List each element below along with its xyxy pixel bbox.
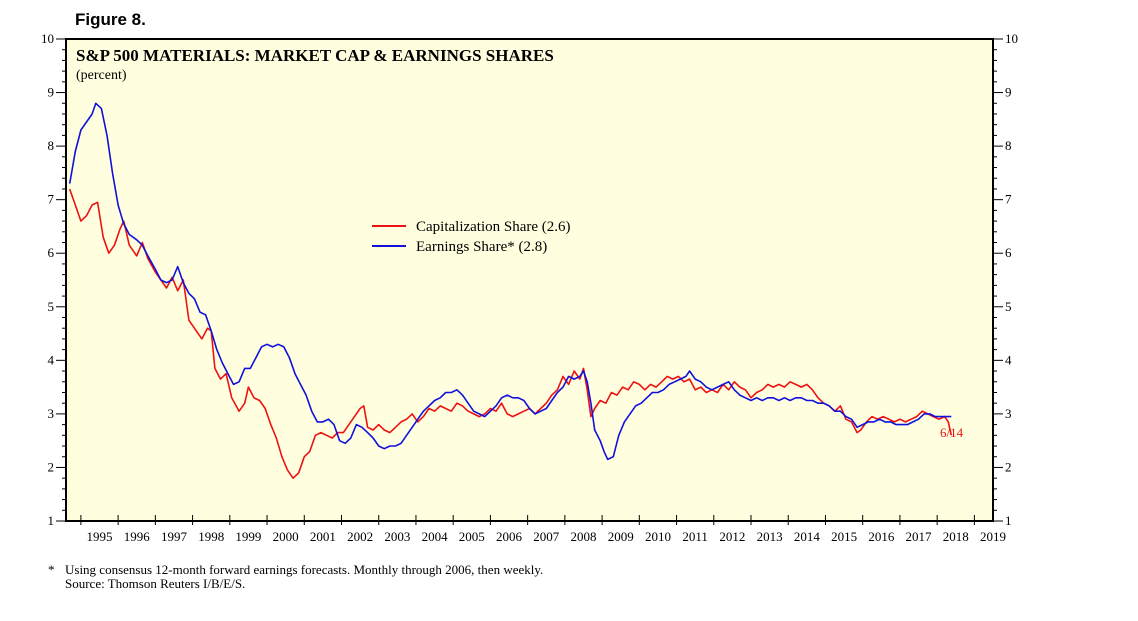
x-tick-label: 1999 <box>235 529 261 544</box>
x-tick-label: 1997 <box>161 529 188 544</box>
y-axis-left: 1 2 3 4 5 6 7 8 9 10 <box>41 31 66 528</box>
footnote: * Using consensus 12-month forward earnin… <box>48 563 543 591</box>
y-tick-label-left: 9 <box>48 85 55 100</box>
y-tick-label-right: 9 <box>1005 85 1012 100</box>
x-tick-label: 2018 <box>943 529 969 544</box>
x-tick-label: 2001 <box>310 529 336 544</box>
x-tick-label: 2015 <box>831 529 857 544</box>
footnote-line-1: Using consensus 12-month forward earning… <box>65 562 544 577</box>
x-tick-label: 1996 <box>124 529 151 544</box>
y-tick-label-left: 7 <box>48 192 55 207</box>
x-tick-label: 2014 <box>794 529 821 544</box>
x-tick-label: 2012 <box>719 529 745 544</box>
chart-title: S&P 500 MATERIALS: MARKET CAP & EARNINGS… <box>76 46 554 65</box>
legend: Capitalization Share (2.6) Earnings Shar… <box>372 219 571 255</box>
x-tick-label: 2000 <box>273 529 299 544</box>
plot-background <box>65 38 994 522</box>
y-tick-label-left: 3 <box>48 406 55 421</box>
series-line-capitalization <box>68 188 953 479</box>
y-axis-right: 1 2 3 4 5 6 7 8 9 10 <box>993 31 1018 528</box>
y-tick-label-right: 8 <box>1005 138 1012 153</box>
y-tick-label-left: 5 <box>48 299 55 314</box>
y-tick-label-right: 7 <box>1005 192 1012 207</box>
x-tick-label: 2006 <box>496 529 523 544</box>
y-tick-label-left: 2 <box>48 459 55 474</box>
x-tick-label: 2002 <box>347 529 373 544</box>
x-tick-label: 2013 <box>757 529 783 544</box>
y-tick-label-right: 3 <box>1005 406 1012 421</box>
y-tick-label-right: 4 <box>1005 352 1012 367</box>
chart: S&P 500 MATERIALS: MARKET CAP & EARNINGS… <box>41 31 1018 544</box>
x-tick-label: 2009 <box>608 529 634 544</box>
y-tick-label-left: 8 <box>48 138 55 153</box>
x-tick-label: 2005 <box>459 529 485 544</box>
y-tick-label-right: 2 <box>1005 459 1012 474</box>
x-tick-label: 2017 <box>906 529 933 544</box>
figure-label: Figure 8. <box>75 10 146 29</box>
y-tick-label-left: 10 <box>41 31 54 46</box>
chart-subtitle: (percent) <box>76 68 127 83</box>
x-tick-label: 1998 <box>198 529 224 544</box>
y-tick-label-left: 1 <box>48 513 55 528</box>
legend-label-earnings: Earnings Share* (2.8) <box>416 239 547 255</box>
series-line-earnings <box>68 102 952 461</box>
x-tick-label: 2011 <box>682 529 708 544</box>
series-layer <box>68 102 953 479</box>
x-tick-label: 1995 <box>87 529 113 544</box>
x-tick-label: 2003 <box>384 529 410 544</box>
end-date-annotation: 6/14 <box>940 425 964 440</box>
legend-label-capitalization: Capitalization Share (2.6) <box>416 219 571 235</box>
y-tick-label-right: 6 <box>1005 245 1012 260</box>
y-tick-label-left: 4 <box>48 352 55 367</box>
x-tick-label: 2008 <box>570 529 596 544</box>
x-tick-label: 2019 <box>980 529 1006 544</box>
footnote-line-2: Source: Thomson Reuters I/B/E/S. <box>65 576 246 591</box>
x-tick-label: 2007 <box>533 529 560 544</box>
y-tick-label-right: 10 <box>1005 31 1018 46</box>
y-tick-label-right: 1 <box>1005 513 1012 528</box>
footnote-marker: * <box>48 562 55 577</box>
y-tick-label-right: 5 <box>1005 299 1012 314</box>
x-tick-label: 2016 <box>868 529 895 544</box>
x-axis: 1995 1996 1997 1998 1999 2000 2001 2002 2003 2004… <box>80 515 1006 544</box>
x-tick-label: 2010 <box>645 529 671 544</box>
x-tick-label: 2004 <box>422 529 449 544</box>
y-tick-label-left: 6 <box>48 245 55 260</box>
